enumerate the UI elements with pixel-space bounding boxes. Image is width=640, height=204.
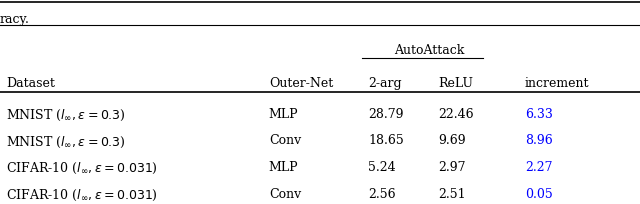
Text: MNIST ($l_{\infty}, \epsilon = 0.3$): MNIST ($l_{\infty}, \epsilon = 0.3$) bbox=[6, 108, 126, 123]
Text: 9.69: 9.69 bbox=[438, 134, 466, 147]
Text: CIFAR-10 ($l_{\infty}, \epsilon = 0.031$): CIFAR-10 ($l_{\infty}, \epsilon = 0.031$… bbox=[6, 161, 158, 176]
Text: 2.27: 2.27 bbox=[525, 161, 552, 174]
Text: 2.51: 2.51 bbox=[438, 188, 466, 201]
Text: Conv: Conv bbox=[269, 134, 301, 147]
Text: CIFAR-10 ($l_{\infty}, \epsilon = 0.031$): CIFAR-10 ($l_{\infty}, \epsilon = 0.031$… bbox=[6, 188, 158, 203]
Text: Conv: Conv bbox=[269, 188, 301, 201]
Text: 28.79: 28.79 bbox=[368, 108, 403, 121]
Text: AutoAttack: AutoAttack bbox=[394, 44, 464, 57]
Text: 18.65: 18.65 bbox=[368, 134, 404, 147]
Text: Dataset: Dataset bbox=[6, 77, 55, 90]
Text: 0.05: 0.05 bbox=[525, 188, 552, 201]
Text: ReLU: ReLU bbox=[438, 77, 474, 90]
Text: 5.24: 5.24 bbox=[368, 161, 396, 174]
Text: 8.96: 8.96 bbox=[525, 134, 552, 147]
Text: 2.56: 2.56 bbox=[368, 188, 396, 201]
Text: racy.: racy. bbox=[0, 13, 30, 27]
Text: increment: increment bbox=[525, 77, 589, 90]
Text: 2-arg: 2-arg bbox=[368, 77, 402, 90]
Text: 2.97: 2.97 bbox=[438, 161, 466, 174]
Text: 22.46: 22.46 bbox=[438, 108, 474, 121]
Text: 6.33: 6.33 bbox=[525, 108, 553, 121]
Text: MLP: MLP bbox=[269, 161, 298, 174]
Text: Outer-Net: Outer-Net bbox=[269, 77, 333, 90]
Text: MLP: MLP bbox=[269, 108, 298, 121]
Text: MNIST ($l_{\infty}, \epsilon = 0.3$): MNIST ($l_{\infty}, \epsilon = 0.3$) bbox=[6, 134, 126, 150]
